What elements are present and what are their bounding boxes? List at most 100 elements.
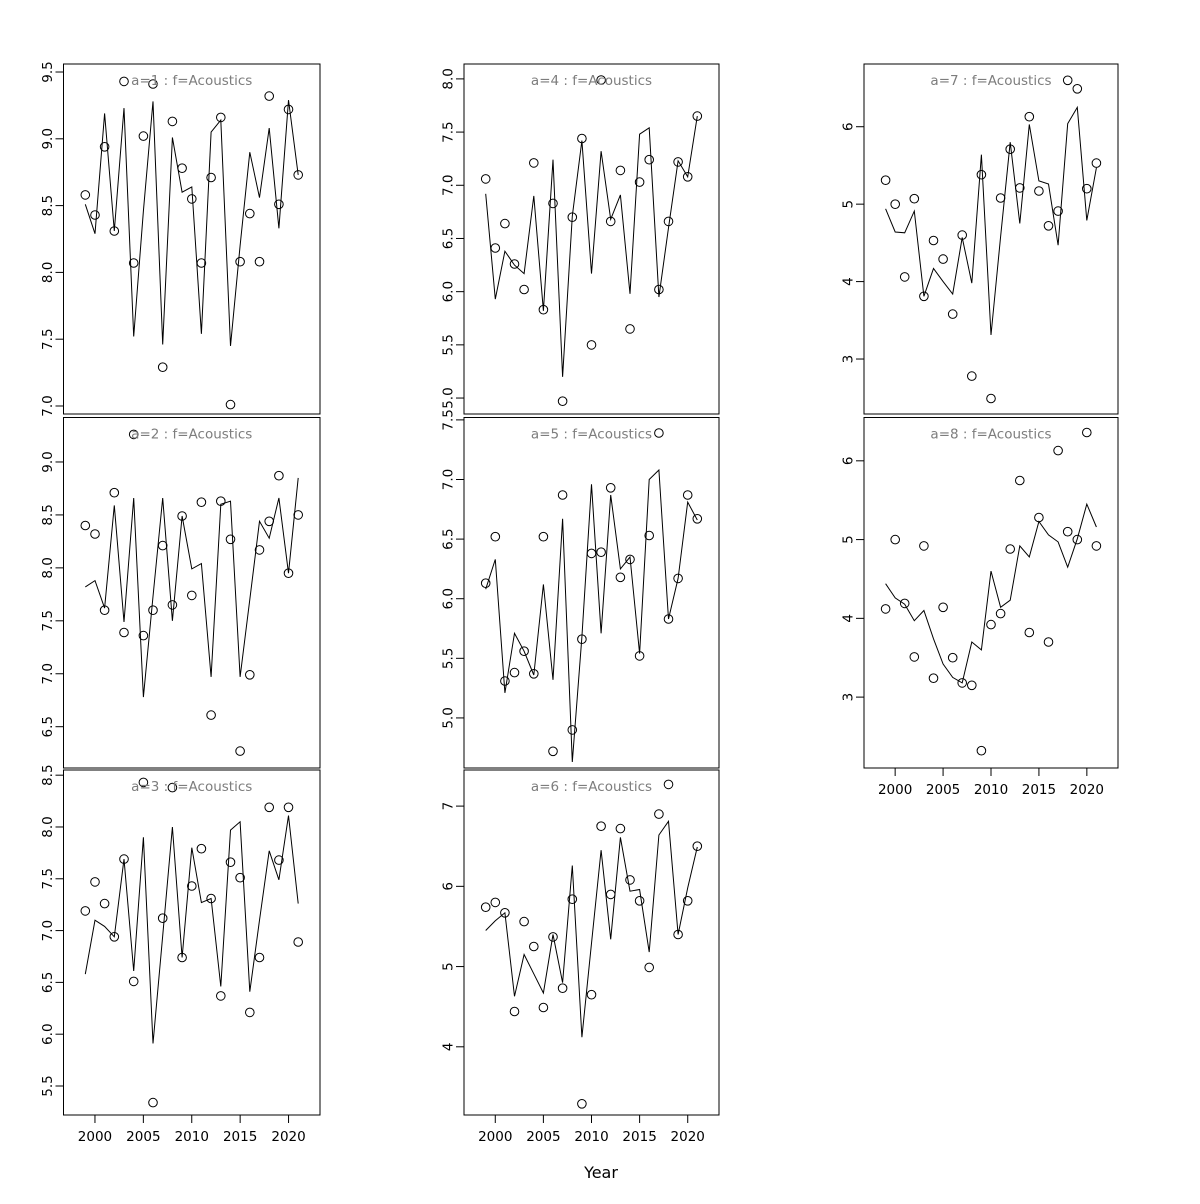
x-tick-label: 2015	[223, 1129, 257, 1145]
data-point	[529, 941, 539, 952]
data-point	[196, 497, 207, 508]
data-point	[995, 193, 1006, 203]
data-point	[692, 111, 703, 121]
data-point	[529, 669, 539, 679]
data-point	[90, 877, 100, 887]
data-point	[1062, 526, 1073, 537]
data-point	[880, 175, 891, 185]
data-point	[519, 284, 529, 295]
data-point	[1082, 427, 1092, 438]
data-point	[119, 627, 129, 638]
fit-line	[485, 819, 698, 1038]
data-point	[206, 893, 216, 904]
data-point	[548, 932, 558, 942]
data-point	[500, 676, 510, 686]
panel-a1: 7.0 7.5 8.0 8.5 9.0 9.5 a=1 : f=Acoustics	[40, 61, 321, 417]
data-point	[148, 605, 158, 616]
panel-a6: 4 5 6 7 2000 2005 2010 2015 2020 a=6 : f=Acoustic…	[441, 769, 720, 1145]
data-point	[899, 598, 910, 609]
y-tick-label: 4	[441, 1043, 457, 1052]
data-point	[80, 190, 91, 200]
data-point	[225, 534, 236, 545]
data-point	[500, 908, 510, 918]
data-point	[673, 929, 683, 940]
data-point	[1053, 206, 1063, 216]
y-tick-label: 6.5	[441, 228, 457, 249]
y-tick-label: 6.5	[40, 972, 56, 993]
data-point	[128, 976, 139, 987]
data-point	[654, 284, 664, 295]
panel-title: a=7 : f=Acoustics	[930, 73, 1051, 89]
fit-line	[84, 815, 299, 1044]
y-tick-label: 7.5	[441, 409, 457, 430]
data-point	[625, 324, 635, 334]
y-tick-label: 7	[441, 802, 457, 811]
data-point	[615, 823, 626, 834]
data-point	[216, 496, 226, 507]
y-tick-label: 9.0	[40, 451, 56, 472]
data-point	[947, 309, 958, 319]
data-point	[157, 913, 168, 924]
data-point	[644, 962, 655, 973]
panel-title: a=3 : f=Acoustics	[131, 779, 252, 795]
data-point	[167, 116, 178, 127]
data-point	[586, 340, 597, 350]
data-point	[1005, 144, 1016, 154]
data-point	[596, 821, 606, 832]
data-point	[293, 937, 304, 947]
y-tick-label: 7.5	[40, 868, 56, 889]
panel-border	[463, 417, 720, 769]
data-point	[538, 531, 549, 542]
data-point	[274, 855, 284, 865]
data-point	[283, 104, 294, 115]
data-point	[673, 157, 683, 167]
data-point	[557, 983, 568, 994]
y-tick-label: 6.0	[441, 281, 457, 302]
data-point	[283, 568, 294, 579]
panel-border	[863, 417, 1119, 769]
y-tick-label: 7.5	[40, 610, 56, 631]
y-tick-label: 4	[841, 614, 857, 623]
data-point	[80, 520, 91, 531]
data-point	[557, 396, 568, 407]
data-point	[557, 490, 568, 500]
fit-line	[885, 105, 1097, 336]
y-tick-label: 7.0	[441, 175, 457, 196]
data-point	[615, 572, 626, 583]
data-point	[976, 745, 987, 756]
panel-border	[63, 63, 321, 415]
data-point	[509, 1006, 520, 1017]
data-point	[967, 680, 977, 691]
x-tick-label: 2000	[78, 1129, 112, 1145]
fit-line	[485, 468, 698, 763]
fit-line	[485, 116, 698, 377]
data-point	[577, 1099, 587, 1109]
data-point	[682, 896, 693, 906]
y-tick-label: 7.0	[441, 469, 457, 490]
data-point	[480, 902, 491, 913]
y-tick-label: 6.5	[441, 528, 457, 549]
data-point	[586, 548, 597, 559]
panel-a3: 5.5 6.0 6.5 7.0 7.5 8.0 8.5 2000 2005 2010 2015 202…	[40, 764, 321, 1145]
x-axis-title: Year	[583, 1163, 618, 1182]
data-point	[167, 782, 178, 793]
data-point	[538, 1002, 549, 1013]
x-tick-label: 2005	[126, 1129, 160, 1145]
x-tick-label: 2005	[526, 1129, 560, 1145]
data-point	[605, 483, 616, 493]
data-point	[138, 131, 149, 141]
data-point	[947, 652, 958, 663]
data-point	[654, 809, 664, 819]
data-point	[187, 194, 197, 204]
data-point	[577, 133, 587, 144]
data-point	[509, 259, 520, 269]
data-point	[177, 952, 187, 963]
y-tick-label: 6	[441, 882, 457, 891]
data-point	[1043, 221, 1054, 231]
data-point	[245, 208, 255, 219]
data-point	[938, 254, 948, 264]
data-point	[206, 710, 216, 720]
data-point	[99, 142, 110, 152]
data-point	[109, 226, 120, 236]
